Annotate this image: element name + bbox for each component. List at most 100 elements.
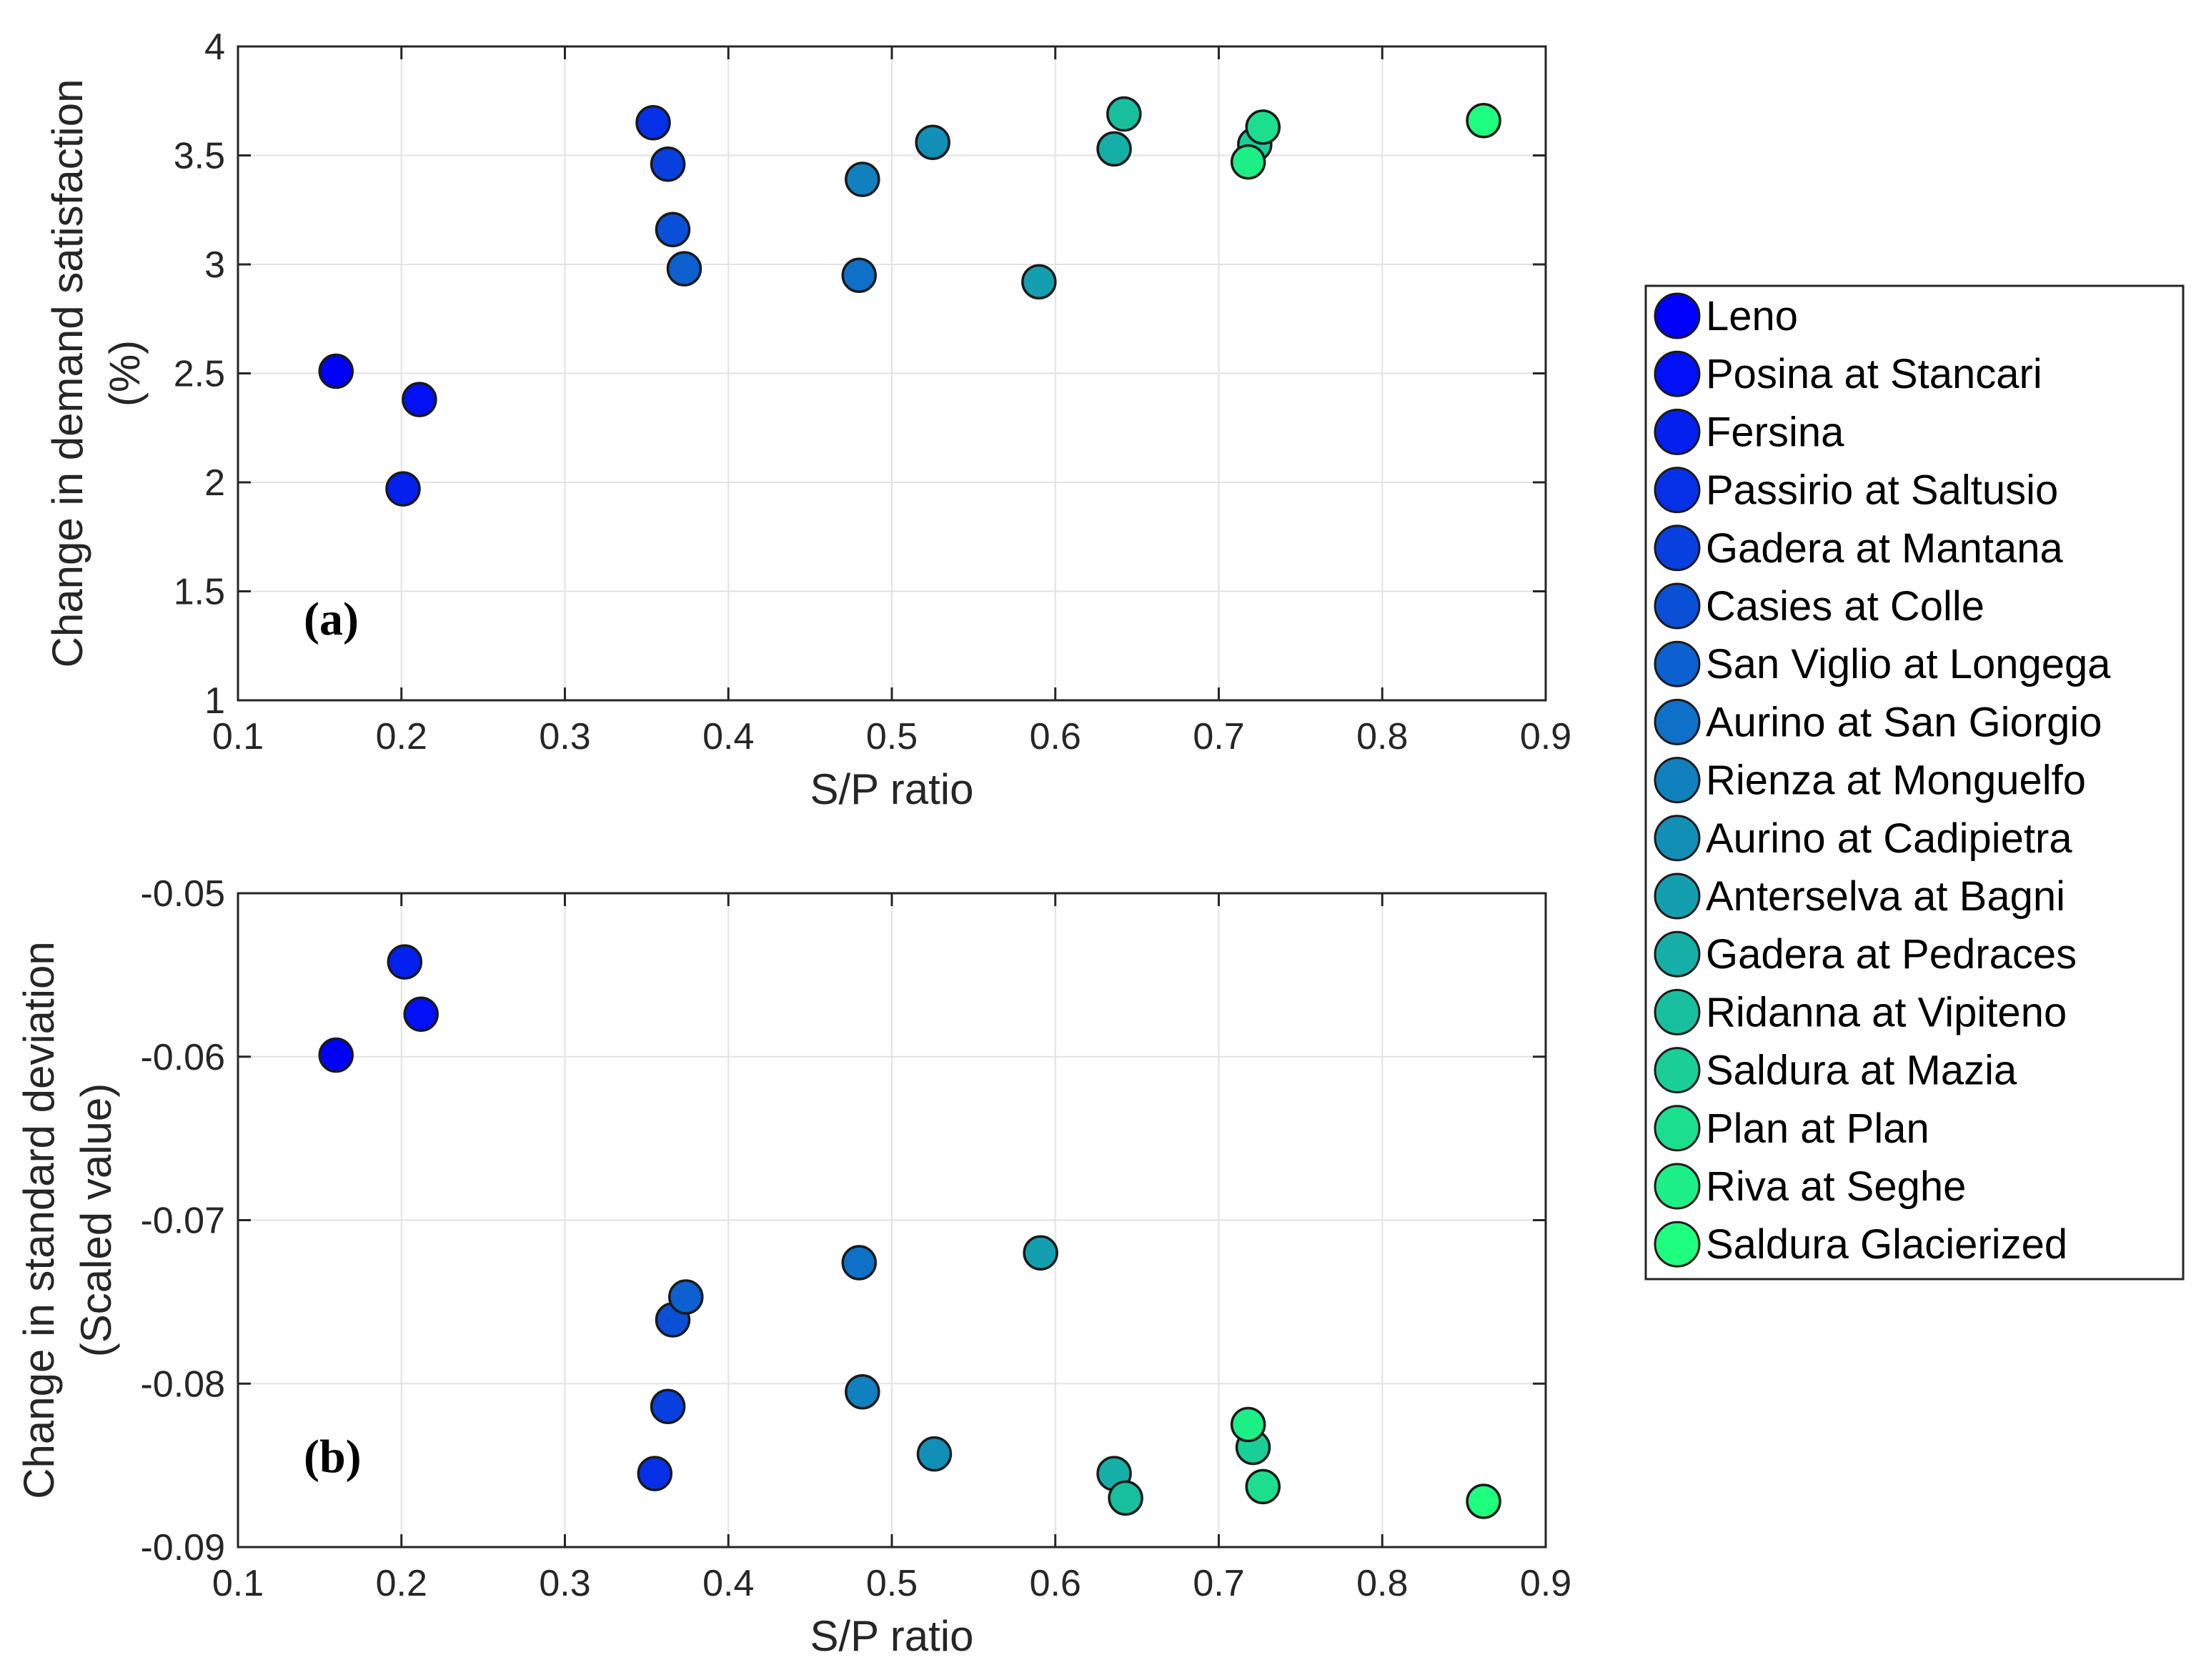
legend-marker bbox=[1654, 640, 1701, 687]
legend-entry: Saldura at Mazia bbox=[1654, 1047, 2017, 1094]
legend-entry: Aurino at San Giorgio bbox=[1654, 698, 2102, 745]
legend-marker bbox=[1654, 467, 1701, 514]
legend-marker bbox=[1654, 525, 1701, 572]
panel-label: (b) bbox=[304, 1431, 362, 1483]
data-point bbox=[666, 251, 702, 287]
x-tick-label: 0.6 bbox=[1030, 1563, 1081, 1604]
legend: Leno Posina at Stancari Fersina Passirio at… bbox=[1644, 284, 2185, 1281]
panel-b-scatter: 0.1 0.2 0.3 0.4 0.5 0.6 0.7 0.8 0.9 -0.09 -0.08 -0.… bbox=[15, 873, 1571, 1660]
legend-entry: Casies at Colle bbox=[1654, 582, 1984, 630]
y-tick-label: 2.5 bbox=[174, 354, 225, 395]
x-tick-label: 0.3 bbox=[539, 1563, 590, 1604]
legend-entry: Rienza at Monguelfo bbox=[1654, 757, 2086, 804]
x-tick-label: 0.1 bbox=[212, 1563, 264, 1604]
legend-entry: Aurino at Cadipietra bbox=[1654, 815, 2072, 862]
legend-marker bbox=[1654, 873, 1701, 920]
legend-label: Saldura Glacierized bbox=[1706, 1221, 2067, 1268]
data-point bbox=[845, 1373, 880, 1410]
data-point bbox=[841, 257, 877, 293]
x-tick-label: 0.7 bbox=[1193, 1563, 1244, 1604]
y-axis-label-line: (Scaled value) bbox=[72, 1083, 120, 1358]
data-point bbox=[1245, 1468, 1281, 1505]
x-tick-label: 0.9 bbox=[1520, 1563, 1571, 1604]
x-axis-label: S/P ratio bbox=[810, 765, 973, 813]
data-point bbox=[318, 353, 354, 389]
legend-label: Riva at Seghe bbox=[1706, 1163, 1966, 1210]
legend-label: Gadera at Mantana bbox=[1706, 525, 2064, 572]
legend-label: Aurino at Cadipietra bbox=[1706, 815, 2072, 862]
legend-marker bbox=[1654, 698, 1701, 745]
y-tick-label: 2 bbox=[204, 462, 225, 504]
legend-entry: Passirio at Saltusio bbox=[1654, 467, 2058, 514]
legend-label: Anterselva at Bagni bbox=[1706, 873, 2065, 920]
x-tick-label: 0.2 bbox=[376, 716, 427, 757]
y-axis-label-line: Change in standard deviation bbox=[15, 941, 63, 1499]
x-tick-label: 0.7 bbox=[1193, 716, 1244, 757]
legend-marker bbox=[1654, 815, 1701, 862]
y-axis-label-line: (%) bbox=[101, 340, 149, 407]
legend-label: Fersina bbox=[1706, 409, 1844, 455]
legend-entry: Ridanna at Vipiteno bbox=[1654, 988, 2067, 1035]
legend-marker bbox=[1654, 1163, 1701, 1210]
data-point bbox=[637, 1456, 673, 1491]
legend-label: Rienza at Monguelfo bbox=[1706, 757, 2086, 804]
x-tick-label: 0.4 bbox=[702, 1563, 754, 1604]
y-tick-label: 1 bbox=[204, 680, 225, 722]
x-tick-label: 0.9 bbox=[1520, 716, 1571, 757]
legend-marker bbox=[1654, 988, 1701, 1035]
legend-label: Ridanna at Vipiteno bbox=[1706, 989, 2067, 1035]
data-point bbox=[1106, 96, 1142, 132]
x-tick-label: 0.4 bbox=[702, 716, 754, 757]
legend-marker bbox=[1654, 1047, 1701, 1094]
x-tick-label: 0.8 bbox=[1356, 716, 1408, 757]
legend-label: Passirio at Saltusio bbox=[1706, 467, 2058, 514]
y-tick-label: 3 bbox=[204, 244, 225, 286]
y-tick-label: 4 bbox=[204, 26, 225, 68]
legend-entry: Saldura Glacierized bbox=[1654, 1221, 2067, 1268]
legend-marker bbox=[1654, 292, 1701, 339]
legend-label: Casies at Colle bbox=[1706, 583, 1984, 630]
legend-marker bbox=[1654, 930, 1701, 978]
data-point bbox=[1466, 102, 1501, 139]
data-point bbox=[915, 124, 950, 160]
legend-label: Posina at Stancari bbox=[1706, 351, 2042, 397]
data-point bbox=[841, 1245, 877, 1281]
data-point bbox=[845, 161, 880, 197]
x-tick-label: 0.5 bbox=[866, 716, 918, 757]
legend-box bbox=[1644, 284, 2185, 1281]
panel-a-scatter: 0.1 0.2 0.3 0.4 0.5 0.6 0.7 0.8 0.9 1 1.5 2 2.5 3 3.5 4… bbox=[44, 26, 1571, 813]
data-point bbox=[385, 471, 421, 507]
y-tick-label: -0.07 bbox=[140, 1201, 225, 1242]
legend-marker bbox=[1654, 757, 1701, 804]
y-tick-label: -0.08 bbox=[140, 1363, 225, 1405]
legend-marker bbox=[1654, 350, 1701, 397]
legend-entry: Gadera at Mantana bbox=[1654, 525, 2064, 572]
data-point bbox=[1245, 109, 1281, 145]
data-point bbox=[1108, 1480, 1143, 1516]
x-tick-label: 0.2 bbox=[376, 1563, 427, 1604]
panel-label: (a) bbox=[304, 593, 359, 645]
data-point bbox=[1021, 264, 1057, 300]
legend-marker bbox=[1654, 408, 1701, 455]
x-axis-label: S/P ratio bbox=[810, 1612, 973, 1660]
y-tick-label: -0.06 bbox=[140, 1037, 225, 1078]
x-tick-label: 0.5 bbox=[866, 1563, 918, 1604]
data-point bbox=[318, 1037, 354, 1073]
x-tick-label: 0.1 bbox=[212, 716, 264, 757]
data-point bbox=[1230, 1406, 1266, 1443]
data-point bbox=[402, 382, 437, 417]
data-point bbox=[1230, 144, 1266, 180]
y-axis-label-line: Change in demand satisfaction bbox=[44, 79, 91, 668]
data-point bbox=[1466, 1483, 1501, 1519]
legend-marker bbox=[1654, 1105, 1701, 1152]
legend-label: Saldura at Mazia bbox=[1706, 1048, 2017, 1094]
data-point bbox=[650, 146, 686, 182]
data-point bbox=[1023, 1235, 1058, 1271]
legend-entry: Fersina bbox=[1654, 408, 1844, 455]
data-point bbox=[1096, 131, 1132, 167]
x-tick-label: 0.3 bbox=[539, 716, 590, 757]
legend-label: Leno bbox=[1706, 293, 1798, 339]
data-point bbox=[916, 1436, 953, 1472]
legend-entry: Gadera at Pedraces bbox=[1654, 930, 2077, 978]
